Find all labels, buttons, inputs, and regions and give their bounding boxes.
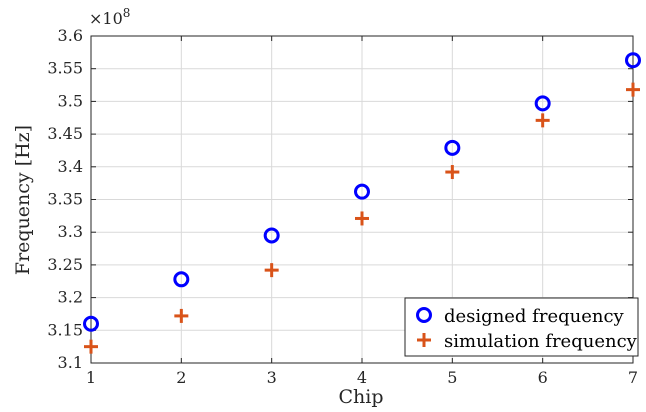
x-axis-label: Chip bbox=[338, 386, 383, 408]
legend-marker-designed bbox=[416, 307, 432, 323]
x-tick-label: 4 bbox=[357, 368, 367, 387]
y-tick-label: 3.1 bbox=[58, 353, 83, 372]
series-simulation bbox=[84, 82, 640, 354]
simulation-point bbox=[445, 165, 460, 180]
designed-point bbox=[534, 95, 551, 112]
designed-point bbox=[444, 139, 461, 156]
y-exponent-power: 8 bbox=[123, 6, 131, 20]
y-tick-label: 3.55 bbox=[47, 59, 83, 78]
simulation-point bbox=[626, 82, 640, 97]
tick-layer: 1 2 3 4 5 6 7 3.1 3.15 3.2 3.25 3.3 3.35 3.4 3.45 3.5 3.… bbox=[47, 26, 638, 387]
y-tick-label: 3.2 bbox=[58, 288, 83, 307]
y-tick-label: 3.6 bbox=[58, 26, 83, 45]
y-tick-label: 3.35 bbox=[47, 190, 83, 209]
x-tick-label: 1 bbox=[86, 368, 96, 387]
legend-marker-simulation bbox=[417, 333, 431, 347]
simulation-point bbox=[535, 113, 550, 128]
y-tick-label: 3.45 bbox=[47, 124, 83, 143]
legend-label-designed: designed frequency bbox=[444, 306, 625, 327]
simulation-point bbox=[174, 308, 189, 323]
marks-layer bbox=[83, 52, 641, 354]
x-tick-label: 3 bbox=[267, 368, 277, 387]
legend-label-simulation: simulation frequency bbox=[444, 331, 638, 352]
y-tick-label: 3.15 bbox=[47, 320, 83, 339]
x-tick-label: 2 bbox=[176, 368, 186, 387]
simulation-point bbox=[84, 339, 98, 354]
y-exponent-base: ×10 bbox=[89, 9, 123, 28]
x-tick-label: 6 bbox=[538, 368, 548, 387]
designed-point bbox=[83, 315, 99, 332]
y-tick-label: 3.25 bbox=[47, 255, 83, 274]
y-exponent-label: ×108 bbox=[89, 6, 130, 28]
y-axis-label: Frequency [Hz] bbox=[12, 125, 34, 275]
x-tick-label: 7 bbox=[628, 368, 638, 387]
y-tick-label: 3.5 bbox=[58, 91, 83, 110]
designed-point bbox=[354, 183, 370, 200]
y-tick-label: 3.3 bbox=[58, 222, 83, 241]
simulation-point bbox=[355, 211, 369, 226]
designed-point bbox=[625, 52, 641, 69]
simulation-point bbox=[264, 263, 279, 278]
series-designed bbox=[83, 52, 641, 332]
legend: designed frequency simulation frequency bbox=[404, 297, 639, 357]
y-tick-label: 3.4 bbox=[58, 157, 83, 176]
x-tick-label: 5 bbox=[447, 368, 457, 387]
legend-box bbox=[404, 297, 639, 357]
designed-point bbox=[263, 227, 280, 244]
designed-point bbox=[173, 271, 190, 288]
